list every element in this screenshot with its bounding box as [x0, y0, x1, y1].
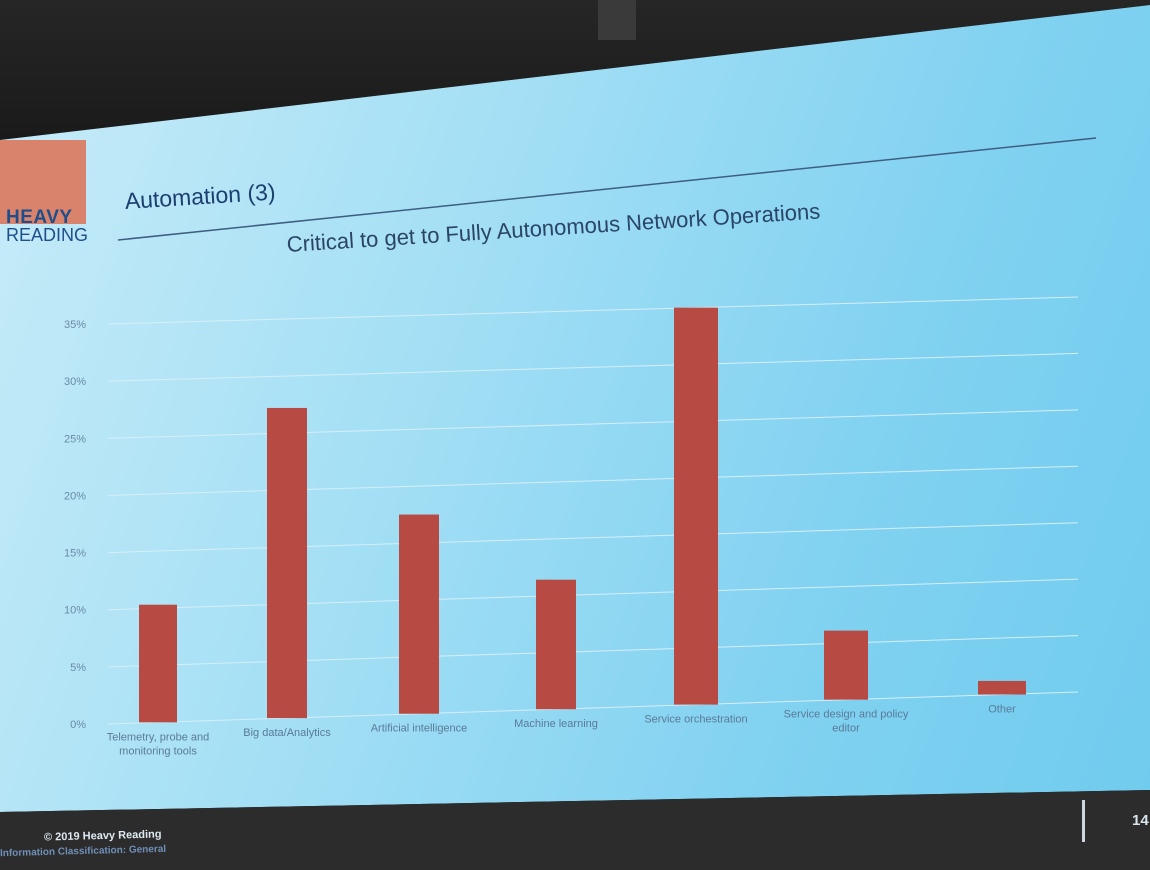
- gridline: [107, 465, 1079, 496]
- bar: [267, 407, 307, 719]
- ceiling-beam: [598, 0, 636, 40]
- gridline: [107, 635, 1079, 668]
- y-axis-ticks: 0% 5% 10% 15% 20% 25% 30% 35%: [64, 319, 86, 731]
- bar: [674, 307, 718, 705]
- bar: [978, 680, 1026, 695]
- y-tick-label: 5%: [70, 662, 86, 674]
- y-tick-label: 25%: [64, 433, 86, 445]
- y-tick-label: 10%: [64, 605, 86, 617]
- grid-lines: [107, 296, 1079, 725]
- y-tick-label: 35%: [64, 319, 86, 331]
- x-tick-label: Telemetry, probe and monitoring tools: [107, 731, 210, 757]
- gridline: [107, 691, 1079, 725]
- bars: [139, 307, 1026, 723]
- y-tick-label: 20%: [64, 490, 86, 502]
- logo-heavy-text: HEAVY: [6, 207, 73, 228]
- gridline: [107, 409, 1079, 439]
- x-tick-label: Service design and policy editor: [784, 709, 909, 735]
- y-tick-label: 0%: [70, 719, 86, 731]
- x-tick-label: Machine learning: [514, 718, 598, 730]
- logo-block: [0, 140, 86, 224]
- bar: [399, 514, 439, 714]
- gridline: [107, 578, 1079, 611]
- bar: [139, 604, 177, 723]
- title-rule-line: [117, 137, 1097, 241]
- gridline: [107, 296, 1079, 325]
- y-tick-label: 30%: [64, 376, 86, 388]
- page-number: 14: [1132, 812, 1149, 829]
- x-tick-label: Artificial intelligence: [371, 723, 468, 735]
- footer-divider: [1082, 800, 1085, 842]
- gridline: [107, 352, 1079, 382]
- x-tick-label: Service orchestration: [644, 714, 747, 726]
- bar: [824, 630, 868, 700]
- logo-reading-text: READING: [6, 225, 89, 245]
- y-tick-label: 15%: [64, 548, 86, 560]
- gridline: [107, 522, 1079, 554]
- bar: [536, 579, 576, 710]
- x-axis-labels: Telemetry, probe and monitoring tools Big …: [107, 704, 1016, 758]
- x-tick-label: Other: [988, 704, 1016, 716]
- x-tick-label: Big data/Analytics: [243, 727, 331, 739]
